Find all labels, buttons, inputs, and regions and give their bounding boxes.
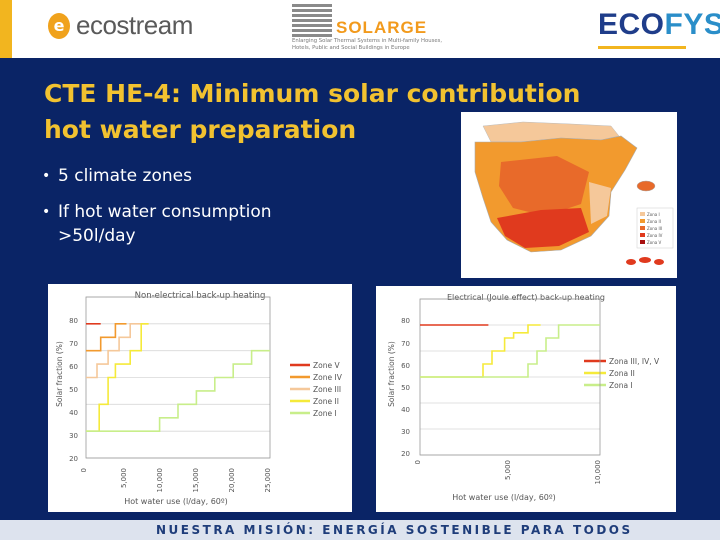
spain-climate-zone-map: Zona I Zona II Zona III Zona IV Zona V — [461, 112, 677, 278]
solarge-logo: SOLARGE Enlarging Solar Thermal Systems … — [292, 4, 462, 54]
header-bar: e ecostream SOLARGE Enlarging Solar Ther… — [0, 0, 720, 58]
map-canary-island-2 — [639, 257, 651, 263]
ecofys-suffix: FYS — [664, 8, 720, 41]
chart2-ylabel: Solar fraction (%) — [387, 341, 396, 407]
solarge-tagline: Enlarging Solar Thermal Systems in Multi… — [292, 38, 443, 51]
chart1-ytick-30: 30 — [69, 432, 78, 440]
map-legend-swatch-zone1 — [640, 212, 645, 216]
chart2-legend-zone1: Zona I — [609, 381, 633, 390]
chart1-ytick-20: 20 — [69, 455, 78, 463]
slide-title-line2: hot water preparation — [44, 115, 357, 144]
chart1-series-zone-iii — [86, 322, 149, 379]
chart2-ytick-50: 50 — [401, 384, 410, 392]
chart2-legend-zone2: Zona II — [609, 369, 635, 378]
bullet-climate-zones: 5 climate zones — [42, 164, 352, 188]
bullet-hot-water-line2: >50l/day — [58, 226, 136, 246]
chart2-xtick-5000: 5,000 — [504, 460, 512, 480]
chart1-xtick-0: 0 — [80, 468, 88, 472]
ecostream-logo-icon: e — [48, 12, 70, 39]
chart1-ytick-70: 70 — [69, 340, 78, 348]
map-legend-zone3: Zona III — [647, 226, 662, 231]
bullet-hot-water: If hot water consumption >50l/day — [42, 200, 352, 248]
chart-non-electrical: Non-electrical back-up heating Solar fra… — [48, 284, 352, 512]
bullet-hot-water-line1: If hot water consumption — [58, 202, 272, 222]
ecofys-underline — [598, 46, 686, 49]
header-accent-strip — [0, 0, 12, 58]
chart2-ytick-70: 70 — [401, 340, 410, 348]
map-region-zone-east — [589, 182, 611, 224]
map-legend-swatch-zone3 — [640, 226, 645, 230]
chart1-ytick-40: 40 — [69, 409, 78, 417]
chart1-ytick-50: 50 — [69, 386, 78, 394]
chart2-svg: Electrical (Joule effect) back-up heatin… — [387, 293, 660, 502]
chart2-legend-zone345: Zona III, IV, V — [609, 357, 660, 366]
chart1-xtick-20000: 20,000 — [228, 468, 236, 493]
map-canary-island-3 — [654, 259, 664, 265]
map-legend-swatch-zone5 — [640, 240, 645, 244]
chart-electrical: Electrical (Joule effect) back-up heatin… — [376, 286, 676, 512]
chart2-title: Electrical (Joule effect) back-up heatin… — [447, 293, 605, 302]
spain-map-svg: Zona I Zona II Zona III Zona IV Zona V — [474, 121, 674, 265]
chart1-xtick-5000: 5,000 — [120, 468, 128, 488]
map-region-zone-south — [497, 208, 589, 248]
map-region-zone-center — [499, 156, 589, 216]
slide-title-line1: CTE HE-4: Minimum solar contribution — [44, 79, 581, 108]
map-legend-swatch-zone4 — [640, 233, 645, 237]
chart1-series-zone-i — [86, 349, 270, 432]
ecostream-name: ecostream — [76, 10, 193, 40]
footer-mission-text: NUESTRA MISIÓN: ENERGÍA SOSTENIBLE PARA … — [156, 523, 633, 537]
chart1-legend-zone4: Zone IV — [313, 373, 343, 382]
footer-bar: NUESTRA MISIÓN: ENERGÍA SOSTENIBLE PARA … — [0, 520, 720, 540]
bullet-list: 5 climate zones If hot water consumption… — [42, 164, 352, 260]
solarge-stripes-icon — [292, 4, 332, 42]
chart2-series-zona-i — [420, 324, 600, 378]
map-legend-zone1: Zona I — [647, 212, 660, 217]
chart1-svg: Non-electrical back-up heating Solar fra… — [55, 291, 343, 506]
slide-title: CTE HE-4: Minimum solar contribution hot… — [44, 76, 694, 148]
map-legend-zone2: Zona II — [647, 219, 661, 224]
chart1-ylabel: Solar fraction (%) — [55, 341, 64, 407]
solarge-name: SOLARGE — [336, 18, 428, 37]
chart1-legend-zone2: Zone II — [313, 397, 339, 406]
chart1-xlabel: Hot water use (l/day, 60º) — [124, 497, 228, 506]
chart1-ytick-80: 80 — [69, 317, 78, 325]
chart2-xtick-0: 0 — [414, 460, 422, 464]
chart2-series-zona-ii — [420, 324, 541, 378]
chart2-ytick-60: 60 — [401, 362, 410, 370]
chart1-legend-zone5: Zone V — [313, 361, 340, 370]
chart1-xtick-15000: 15,000 — [192, 468, 200, 493]
chart1-xtick-25000: 25,000 — [264, 468, 272, 493]
chart1-series-zone-ii — [86, 322, 149, 432]
map-balearic-islands — [636, 180, 656, 192]
chart2-ytick-20: 20 — [401, 450, 410, 458]
map-legend-swatch-zone2 — [640, 219, 645, 223]
chart2-ytick-30: 30 — [401, 428, 410, 436]
chart1-ytick-60: 60 — [69, 363, 78, 371]
ecofys-logo: ECOFYS — [598, 8, 720, 42]
chart2-xlabel: Hot water use (l/day, 60º) — [452, 493, 556, 502]
map-legend-zone5: Zona V — [647, 240, 661, 245]
chart1-title: Non-electrical back-up heating — [135, 291, 266, 301]
map-legend-zone4: Zona IV — [647, 233, 663, 238]
ecostream-logo: e ecostream — [48, 10, 193, 41]
chart1-legend-zone3: Zone III — [313, 385, 341, 394]
chart2-xtick-10000: 10,000 — [594, 460, 602, 485]
chart1-legend-zone1: Zone I — [313, 409, 337, 418]
chart2-ytick-40: 40 — [401, 406, 410, 414]
chart1-series-zone-iv — [86, 322, 127, 352]
chart1-xtick-10000: 10,000 — [156, 468, 164, 493]
map-canary-island-1 — [626, 259, 636, 265]
chart2-ytick-80: 80 — [401, 317, 410, 325]
ecofys-prefix: ECO — [598, 8, 665, 41]
